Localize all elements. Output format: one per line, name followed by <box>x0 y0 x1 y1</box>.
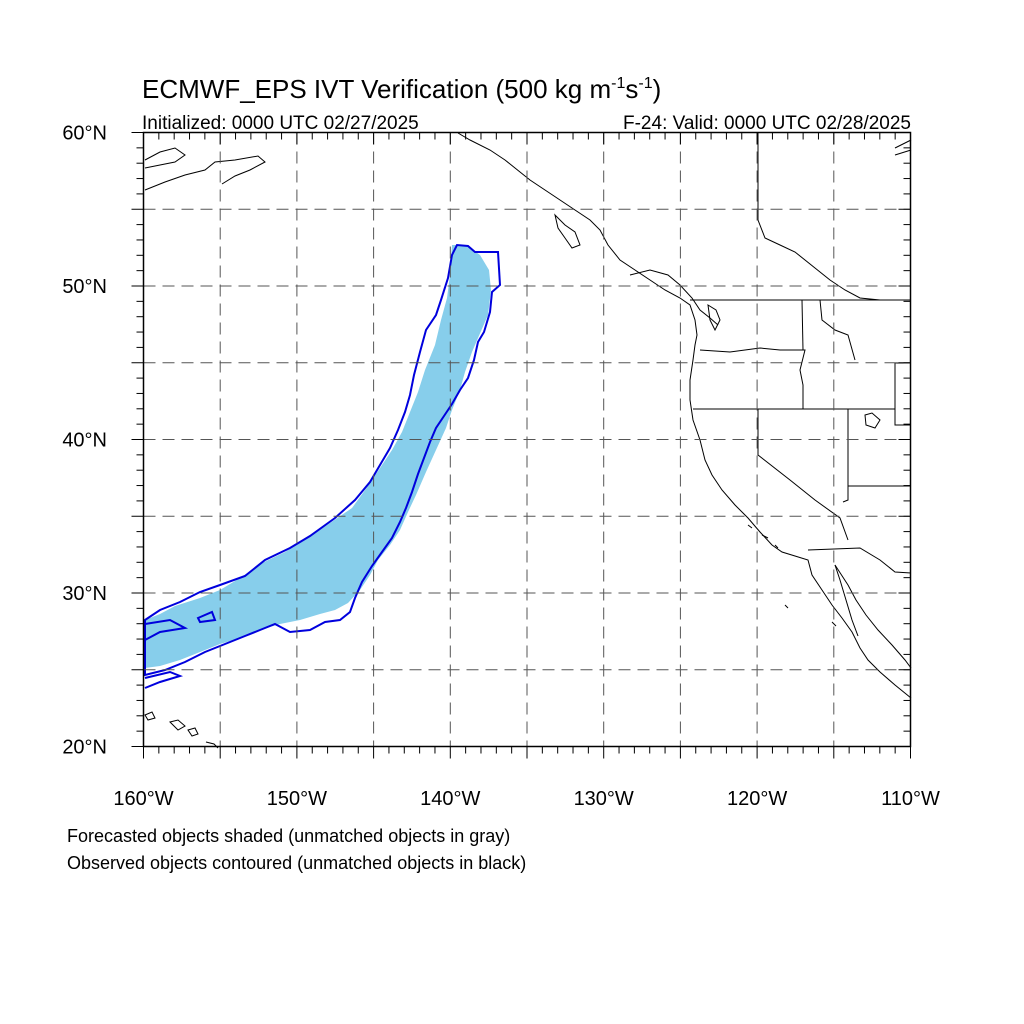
latitude-label: 30°N <box>62 583 107 605</box>
lat-lon-grid <box>143 132 911 747</box>
observed-note: Observed objects contoured (unmatched ob… <box>67 853 526 873</box>
longitude-label: 110°W <box>881 788 940 810</box>
longitude-label: 130°W <box>574 788 634 810</box>
plot-area <box>131 131 912 759</box>
axis-ticks <box>131 132 911 759</box>
latitude-label: 50°N <box>62 276 107 298</box>
coastlines <box>144 132 912 749</box>
valid-time-label: F-24: Valid: 0000 UTC 02/28/2025 <box>623 113 911 134</box>
latitude-labels: 20°N 30°N 40°N 50°N 60°N <box>62 123 107 759</box>
longitude-label: 120°W <box>727 788 787 810</box>
init-time-label: Initialized: 0000 UTC 02/27/2025 <box>142 113 419 134</box>
map-title: ECMWF_EPS IVT Verification (500 kg m-1s-… <box>142 74 661 104</box>
latitude-label: 60°N <box>62 123 107 145</box>
longitude-label: 140°W <box>420 788 480 810</box>
observed-object-contour <box>144 243 502 689</box>
latitude-label: 40°N <box>62 430 107 452</box>
longitude-label: 150°W <box>267 788 327 810</box>
longitude-labels: 160°W 150°W 140°W 130°W 120°W 110°W <box>113 788 940 810</box>
latitude-label: 20°N <box>62 737 107 759</box>
forecast-note: Forecasted objects shaded (unmatched obj… <box>67 826 510 846</box>
longitude-label: 160°W <box>113 788 173 810</box>
